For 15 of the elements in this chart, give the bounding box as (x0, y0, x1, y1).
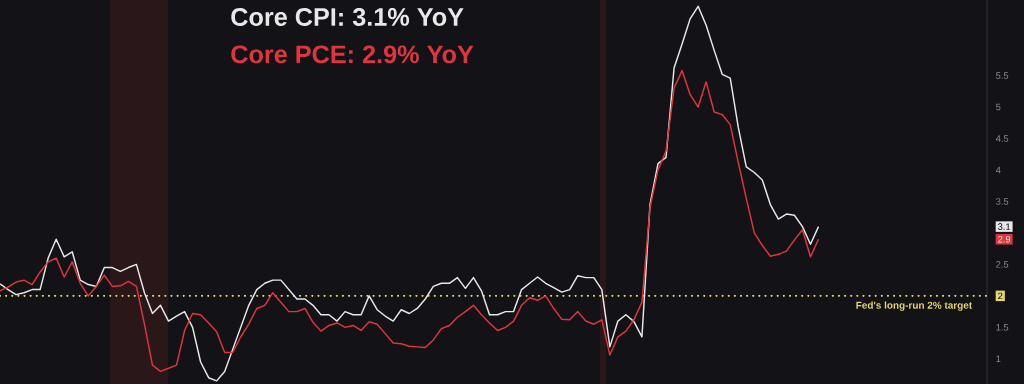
y-tick-label: 5.5 (996, 72, 1009, 79)
y-tick-label: 5 (996, 103, 1001, 111)
y-tick-label: 3.5 (996, 198, 1009, 205)
y-tick-label: 2 (998, 292, 1003, 300)
y-tick-label: 1 (996, 355, 1001, 363)
y-tick-label: 2.9 (998, 235, 1011, 243)
y-tick-label: 4.5 (995, 135, 1009, 142)
y-tick-label: 4 (995, 166, 1001, 174)
text: Core CPI: 3.1% YoY (231, 8, 464, 26)
y-tick-label: 2.5 (996, 261, 1009, 268)
line-series (0, 69, 820, 373)
ref-line-label: Fed's long-run 2% target (856, 301, 972, 311)
text: Core PCE: 2.9% YoY (231, 45, 474, 64)
y-tick-label: 1.5 (996, 324, 1009, 331)
y-tick-label: 3.1 (998, 223, 1011, 230)
